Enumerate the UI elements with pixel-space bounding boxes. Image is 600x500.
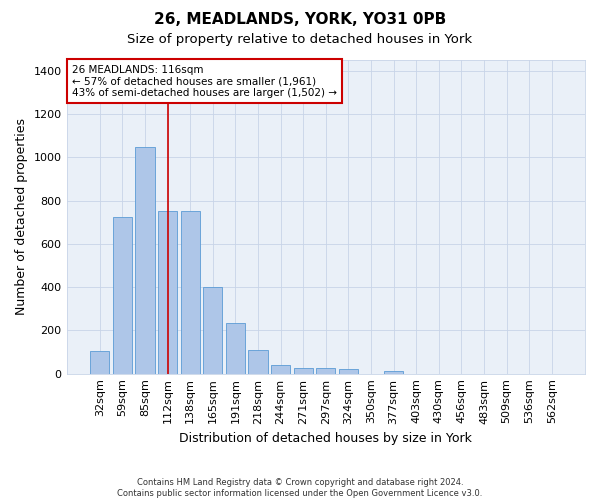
Text: 26 MEADLANDS: 116sqm
← 57% of detached houses are smaller (1,961)
43% of semi-de: 26 MEADLANDS: 116sqm ← 57% of detached h… <box>72 64 337 98</box>
Bar <box>384 370 403 374</box>
X-axis label: Distribution of detached houses by size in York: Distribution of detached houses by size … <box>179 432 472 445</box>
Y-axis label: Number of detached properties: Number of detached properties <box>15 118 28 316</box>
Text: Contains HM Land Registry data © Crown copyright and database right 2024.
Contai: Contains HM Land Registry data © Crown c… <box>118 478 482 498</box>
Bar <box>226 323 245 374</box>
Bar <box>316 368 335 374</box>
Text: 26, MEADLANDS, YORK, YO31 0PB: 26, MEADLANDS, YORK, YO31 0PB <box>154 12 446 28</box>
Bar <box>203 287 223 374</box>
Bar <box>339 370 358 374</box>
Text: Size of property relative to detached houses in York: Size of property relative to detached ho… <box>127 32 473 46</box>
Bar <box>293 368 313 374</box>
Bar <box>158 212 177 374</box>
Bar <box>113 217 132 374</box>
Bar <box>181 212 200 374</box>
Bar <box>136 146 155 374</box>
Bar <box>90 351 109 374</box>
Bar <box>271 364 290 374</box>
Bar <box>248 350 268 374</box>
